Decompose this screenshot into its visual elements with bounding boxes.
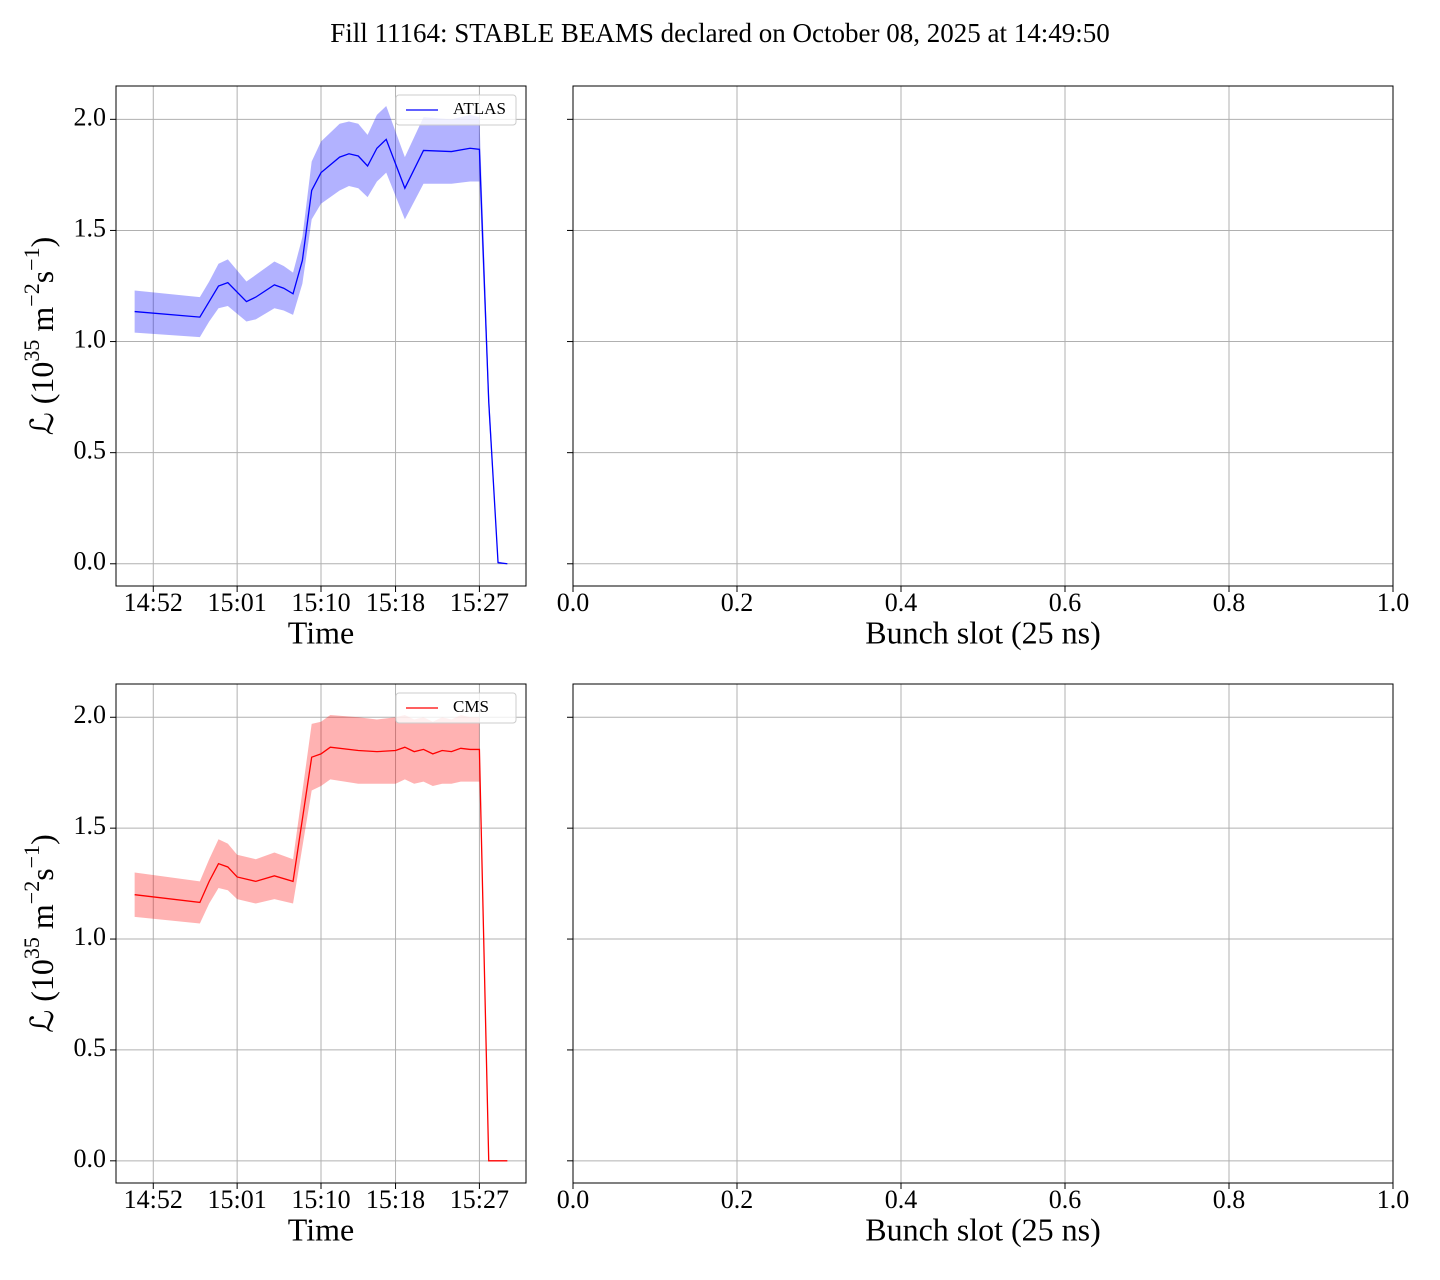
y-axis-label-part: m bbox=[24, 307, 60, 340]
line bbox=[134, 138, 508, 565]
x-tick-label: 0.8 bbox=[1213, 588, 1246, 617]
axes-frame bbox=[115, 85, 527, 587]
x-tick-label: 15:27 bbox=[450, 1185, 509, 1214]
y-tick-label: 2.0 bbox=[74, 700, 107, 729]
legend-box bbox=[395, 692, 517, 724]
x-tick-label: 15:01 bbox=[208, 1185, 267, 1214]
y-tick-label: 1.0 bbox=[74, 325, 107, 354]
y-tick-label: 0.5 bbox=[74, 436, 107, 465]
y-axis-label-part: m bbox=[24, 904, 60, 937]
y-axis-label: ℒ (1035 m−2s−1) bbox=[19, 834, 60, 1033]
y-tick-label: 0.0 bbox=[74, 1144, 107, 1173]
figure-title: Fill 11164: STABLE BEAMS declared on Oct… bbox=[330, 18, 1110, 48]
x-tick-label: 0.2 bbox=[721, 588, 754, 617]
x-tick-label: 14:52 bbox=[124, 1185, 183, 1214]
x-tick-label: 15:10 bbox=[291, 588, 350, 617]
x-tick-label: 15:27 bbox=[450, 588, 509, 617]
x-tick-label: 0.0 bbox=[557, 1185, 590, 1214]
y-axis-label-part: s bbox=[24, 271, 60, 283]
x-tick-label: 0.6 bbox=[1049, 1185, 1082, 1214]
x-tick-label: 0.6 bbox=[1049, 588, 1082, 617]
x-axis-label: Bunch slot (25 ns) bbox=[865, 614, 1101, 650]
legend-label: CMS bbox=[453, 697, 489, 716]
x-axis-label: Time bbox=[288, 614, 354, 650]
x-tick-label: 15:18 bbox=[366, 588, 425, 617]
axes: 14:52 15:01 15:10 15:18 15:27 0.0 0.5 1.0 1.5 2.0… bbox=[19, 683, 527, 1247]
y-tick-label: 1.5 bbox=[74, 213, 107, 242]
x-tick-label: 1.0 bbox=[1377, 588, 1410, 617]
axes: 0.0 0.2 0.4 0.6 0.8 1.0 Bunch slot (25 ns) bbox=[557, 683, 1410, 1247]
error-band bbox=[134, 106, 508, 564]
x-tick-label: 0.2 bbox=[721, 1185, 754, 1214]
axes-frame bbox=[572, 85, 1394, 587]
y-tick-label: 1.0 bbox=[74, 922, 107, 951]
y-axis-label-superscript: 35 bbox=[19, 937, 44, 959]
axes-frame bbox=[572, 683, 1394, 1184]
y-axis-label-superscript: −2 bbox=[19, 881, 44, 904]
legend-label: ATLAS bbox=[453, 99, 506, 118]
x-tick-label: 14:52 bbox=[124, 588, 183, 617]
error-band bbox=[134, 715, 480, 924]
x-tick-label: 15:01 bbox=[208, 588, 267, 617]
y-tick-label: 1.5 bbox=[74, 811, 107, 840]
y-axis-label-part: ) bbox=[24, 237, 60, 248]
x-tick-label: 0.4 bbox=[885, 588, 918, 617]
y-axis-label-part: ℒ (10 bbox=[24, 959, 60, 1033]
line bbox=[134, 746, 508, 1162]
axes-frame bbox=[115, 683, 527, 1184]
x-tick-label: 15:10 bbox=[291, 1185, 350, 1214]
axes: 14:52 15:01 15:10 15:18 15:27 0.0 0.5 1.0 1.5 2.0… bbox=[19, 85, 527, 650]
y-axis-label-superscript: −2 bbox=[19, 283, 44, 306]
axes: 0.0 0.2 0.4 0.6 0.8 1.0 Bunch slot (25 ns) bbox=[557, 85, 1410, 650]
y-axis-label-superscript: −1 bbox=[19, 845, 44, 868]
y-axis-label-part: s bbox=[24, 868, 60, 880]
y-tick-label: 0.5 bbox=[74, 1033, 107, 1062]
y-axis-label-part: ℒ (10 bbox=[24, 362, 60, 436]
y-tick-label: 0.0 bbox=[74, 547, 107, 576]
x-tick-label: 0.4 bbox=[885, 1185, 918, 1214]
x-tick-label: 15:18 bbox=[366, 1185, 425, 1214]
y-axis-label-superscript: −1 bbox=[19, 247, 44, 270]
x-axis-label: Bunch slot (25 ns) bbox=[865, 1211, 1101, 1247]
x-axis-label: Time bbox=[288, 1211, 354, 1247]
legend-box bbox=[395, 94, 517, 126]
x-tick-label: 1.0 bbox=[1377, 1185, 1410, 1214]
y-tick-label: 2.0 bbox=[74, 102, 107, 131]
y-axis-label: ℒ (1035 m−2s−1) bbox=[19, 237, 60, 436]
x-tick-label: 0.8 bbox=[1213, 1185, 1246, 1214]
y-axis-label-superscript: 35 bbox=[19, 340, 44, 362]
x-tick-label: 0.0 bbox=[557, 588, 590, 617]
y-axis-label-part: ) bbox=[24, 834, 60, 845]
